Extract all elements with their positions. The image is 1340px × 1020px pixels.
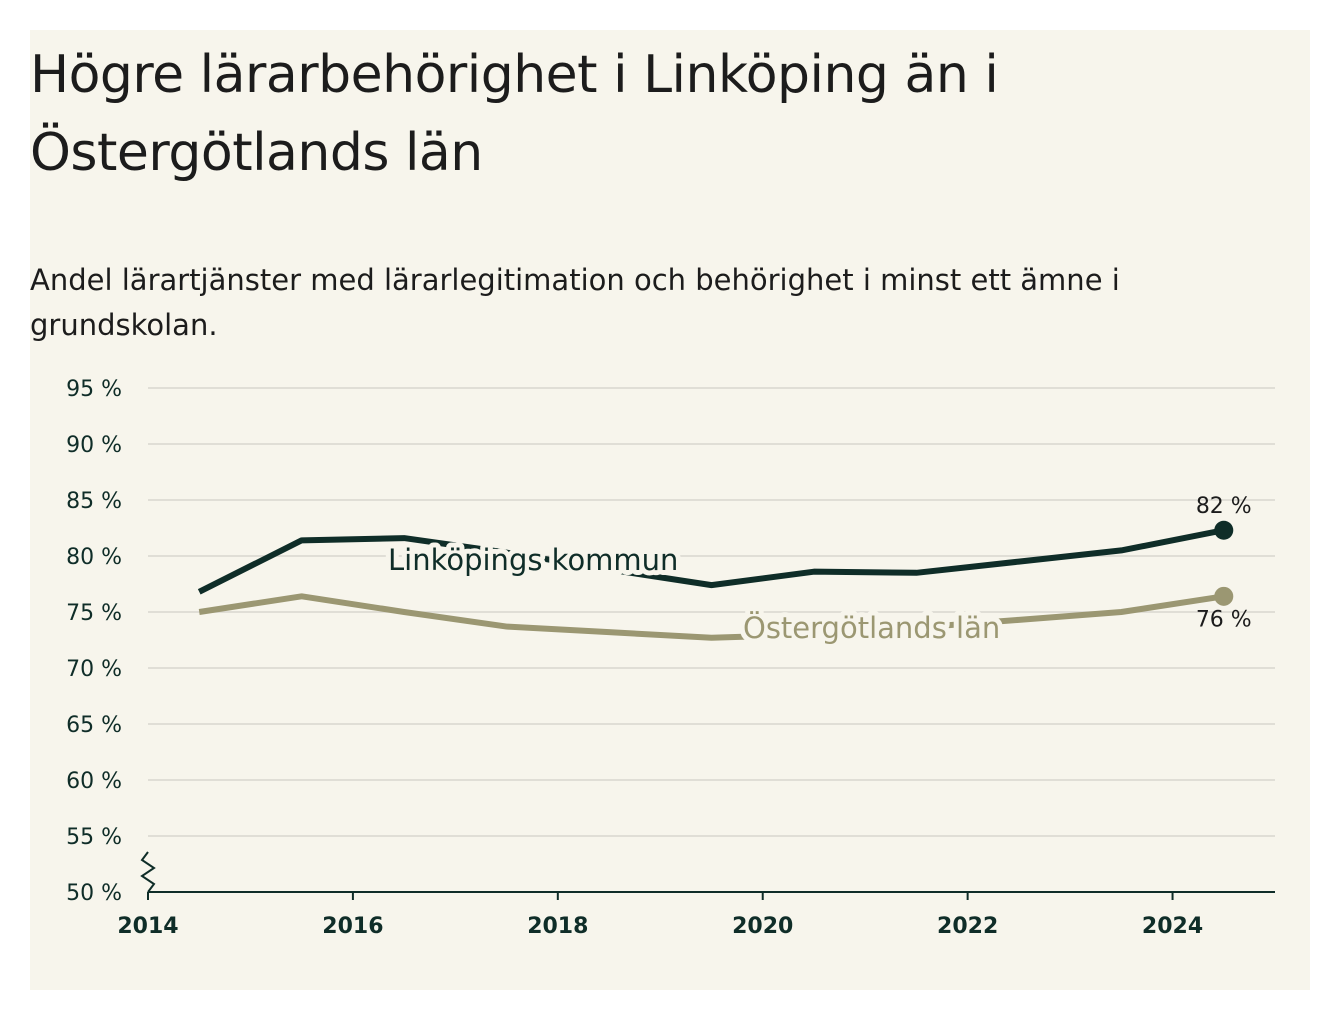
y-tick-label: 55 %: [66, 825, 122, 850]
y-tick-label: 50 %: [66, 881, 122, 906]
chart-subtitle: Andel lärartjänster med lärarlegitimatio…: [30, 263, 1120, 342]
series-labels: Linköpings kommun Östergötlands län 82 % 76…: [383, 494, 1252, 650]
x-tick-label: 2024: [1142, 914, 1203, 939]
y-tick-label: 95 %: [66, 377, 122, 402]
series-line: [198, 593, 1225, 641]
grid-lines: [148, 387, 1275, 837]
end-point-marker: [1214, 586, 1234, 606]
line-chart: 50 % 55 % 60 % 65 % 70 % 75 % 80 % 85 % 90 % 95 %…: [66, 377, 1275, 939]
x-tick-label: 2014: [117, 914, 178, 939]
end-value-label: 76 %: [1196, 607, 1252, 632]
series-label-ostergotland: Östergötlands län: [743, 611, 1000, 645]
chart-card: Högre lärarbehörighet i Linköping än i Ö…: [30, 30, 1310, 990]
x-tick-label: 2020: [732, 914, 793, 939]
y-tick-label: 75 %: [66, 601, 122, 626]
y-tick-label: 80 %: [66, 545, 122, 570]
y-axis-ticks: 50 % 55 % 60 % 65 % 70 % 75 % 80 % 85 % 90 % 95 %: [66, 377, 122, 906]
y-tick-label: 60 %: [66, 769, 122, 794]
series-label-linkoping: Linköpings kommun: [388, 543, 678, 577]
y-tick-label: 90 %: [66, 433, 122, 458]
x-axis: 2014 2016 2018 2020 2022 2024: [117, 851, 1275, 939]
y-tick-label: 65 %: [66, 713, 122, 738]
axis-break-icon: [140, 851, 156, 893]
series-line: [197, 527, 1225, 595]
end-point-marker: [1214, 520, 1234, 540]
y-tick-label: 70 %: [66, 657, 122, 682]
chart-title: Högre lärarbehörighet i Linköping än i Ö…: [30, 45, 999, 183]
y-tick-label: 85 %: [66, 489, 122, 514]
x-tick-label: 2022: [937, 914, 998, 939]
x-tick-label: 2016: [322, 914, 383, 939]
end-value-label: 82 %: [1196, 494, 1252, 519]
x-tick-label: 2018: [527, 914, 588, 939]
series-lines: [197, 520, 1234, 641]
